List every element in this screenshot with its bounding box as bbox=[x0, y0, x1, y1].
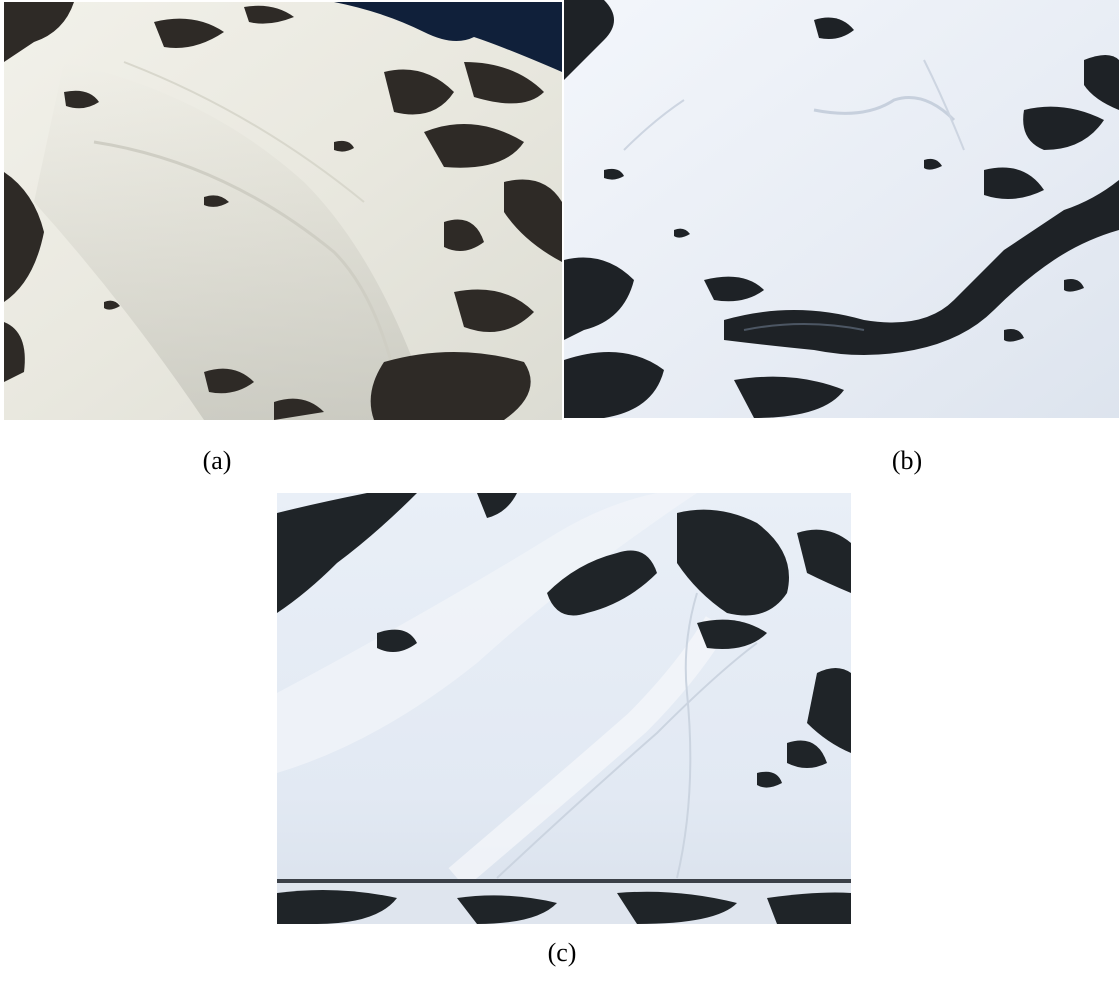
avalanche-debris-slope-photo-icon bbox=[277, 493, 851, 924]
panel-caption-b: (b) bbox=[891, 446, 923, 475]
panel-caption-a: (a) bbox=[202, 446, 232, 475]
photo-panel-c bbox=[277, 493, 851, 924]
photo-panel-b bbox=[564, 0, 1119, 418]
panel-caption-c: (c) bbox=[547, 938, 577, 967]
snowy-mountain-slope-photo-icon bbox=[4, 2, 562, 420]
photo-panel-a bbox=[4, 2, 562, 420]
avalanche-crown-slope-photo-icon bbox=[564, 0, 1119, 418]
